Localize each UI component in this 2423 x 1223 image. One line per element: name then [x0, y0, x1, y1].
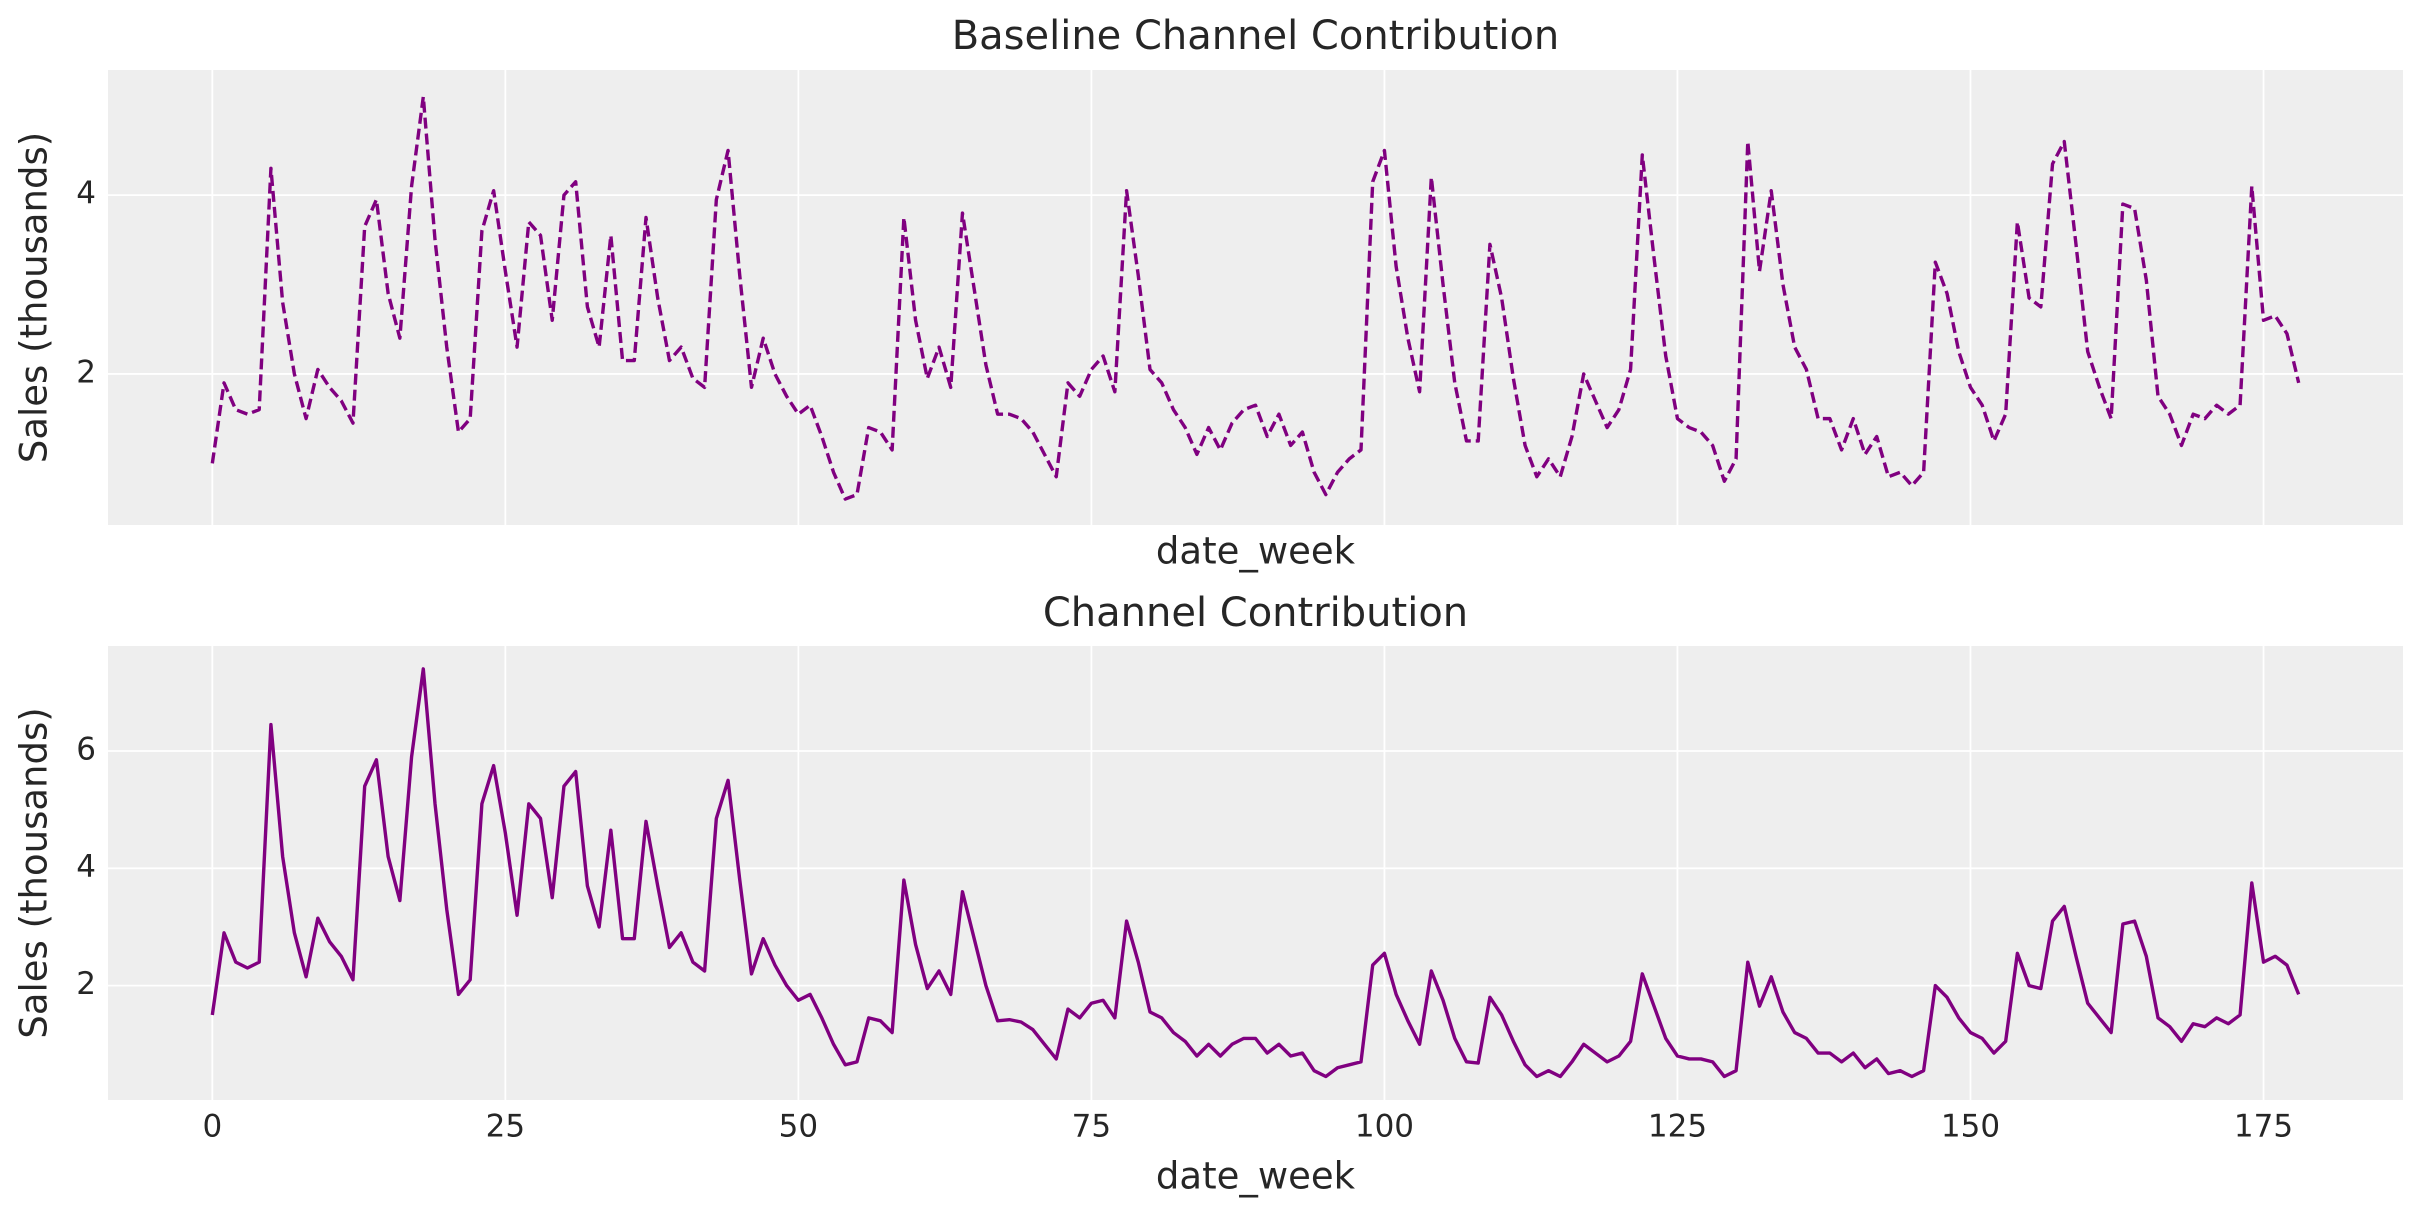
y-axis-label: Sales (thousands) [13, 707, 56, 1038]
x-tick-label: 25 [486, 1109, 525, 1145]
x-tick-label: 75 [1072, 1109, 1111, 1145]
x-axis-label: date_week [1156, 530, 1356, 573]
x-tick-label: 125 [1648, 1109, 1707, 1145]
chart-title: Baseline Channel Contribution [952, 13, 1560, 59]
y-tick-label: 4 [76, 176, 96, 212]
x-axis-label: date_week [1156, 1155, 1356, 1198]
x-tick-label: 175 [2234, 1109, 2293, 1145]
y-tick-label: 6 [76, 731, 96, 767]
y-tick-label: 2 [76, 966, 96, 1002]
plot-area [108, 70, 2403, 525]
chart-title: Channel Contribution [1043, 590, 1468, 636]
y-tick-label: 4 [76, 849, 96, 885]
y-tick-label: 2 [76, 354, 96, 390]
x-tick-label: 150 [1941, 1109, 2000, 1145]
x-tick-label: 100 [1355, 1109, 1414, 1145]
data-line [210, 95, 2301, 501]
data-line [210, 667, 2301, 1079]
plot-area [108, 646, 2403, 1100]
x-tick-label: 0 [202, 1109, 222, 1145]
y-axis-label: Sales (thousands) [13, 132, 56, 463]
x-tick-label: 50 [779, 1109, 818, 1145]
